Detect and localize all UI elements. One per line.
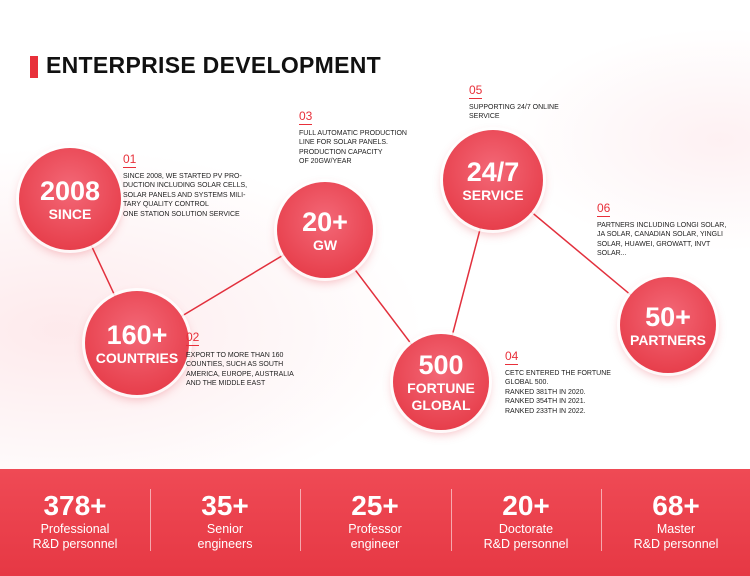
stat-label: Professor — [348, 522, 402, 536]
stat-value: 35+ — [201, 490, 249, 521]
milestone-number: 05 — [469, 83, 483, 99]
stat-divider — [451, 489, 452, 551]
stat-label: R&D personnel — [483, 537, 569, 551]
milestone-caption: FORTUNE — [407, 380, 475, 396]
stat-doctorate-rd: 20+ Doctorate R&D personnel — [451, 490, 601, 552]
milestone-number: 01 — [123, 152, 137, 168]
stat-label: Doctorate — [498, 522, 554, 536]
milestone-description: PARTNERS INCLUDING LONGI SOLAR, JA SOLAR,… — [597, 222, 727, 258]
milestone-circle-partners: 50+ PARTNERS — [620, 277, 716, 373]
milestone-caption: GLOBAL — [411, 397, 471, 413]
title-accent-bar — [30, 56, 38, 78]
stat-value: 378+ — [43, 490, 107, 521]
milestone-value: 20+ — [302, 206, 348, 237]
milestone-value: 500 — [418, 350, 464, 380]
page-title: ENTERPRISE DEVELOPMENT — [46, 52, 382, 78]
stat-label: R&D personnel — [633, 537, 719, 551]
stat-label: Master — [656, 522, 696, 536]
stat-value: 20+ — [502, 490, 550, 521]
milestone-circle-2008: 2008 SINCE — [19, 148, 121, 250]
milestone-value: 50+ — [645, 301, 691, 332]
stat-senior-engineers: 35+ Senior engineers — [150, 490, 300, 552]
stat-label: R&D personnel — [32, 537, 118, 551]
milestone-description: SINCE 2008, WE STARTED PV PRO- DUCTION IN… — [123, 173, 248, 218]
milestone-circle-countries: 160+ COUNTRIES — [85, 291, 189, 395]
milestone-caption: SERVICE — [462, 186, 524, 203]
milestone-circle-fortune: 500 FORTUNE GLOBAL — [393, 334, 489, 430]
stats-band: 378+ Professional R&D personnel 35+ Seni… — [0, 469, 750, 576]
milestone-description: SUPPORTING 24/7 ONLINE SERVICE — [469, 104, 559, 121]
milestone-caption: COUNTRIES — [95, 349, 179, 366]
stat-master-rd: 68+ Master R&D personnel — [601, 490, 750, 552]
milestone-caption: PARTNERS — [630, 331, 706, 348]
stat-divider — [150, 489, 151, 551]
stat-label: engineers — [197, 537, 253, 551]
stat-label: engineer — [350, 537, 400, 551]
milestone-circle-gw: 20+ GW — [277, 182, 373, 278]
milestone-description: FULL AUTOMATIC PRODUCTION LINE FOR SOLAR … — [299, 130, 407, 166]
stat-value: 68+ — [652, 490, 700, 521]
milestone-value: 2008 — [39, 175, 101, 206]
milestone-caption: GW — [312, 236, 338, 253]
stat-value: 25+ — [351, 490, 399, 521]
milestone-value: 24/7 — [466, 156, 520, 187]
stat-label: Professional — [40, 522, 110, 536]
milestone-number: 04 — [505, 349, 519, 365]
milestone-number: 03 — [299, 109, 313, 125]
milestone-number: 06 — [597, 201, 611, 217]
stat-professional-rd: 378+ Professional R&D personnel — [0, 490, 150, 552]
milestone-value: 160+ — [106, 319, 168, 350]
milestone-description: EXPORT TO MORE THAN 160 COUNTIES, SUCH AS… — [186, 352, 294, 388]
stat-professor-engineer: 25+ Professor engineer — [300, 490, 450, 552]
milestone-caption: SINCE — [48, 205, 92, 222]
stat-divider — [300, 489, 301, 551]
milestone-number: 02 — [186, 330, 200, 346]
milestone-description: CETC ENTERED THE FORTUNE GLOBAL 500. RANKE… — [505, 370, 611, 415]
stat-label: Senior — [206, 522, 244, 536]
stat-divider — [601, 489, 602, 551]
milestone-circle-service: 24/7 SERVICE — [443, 130, 543, 230]
